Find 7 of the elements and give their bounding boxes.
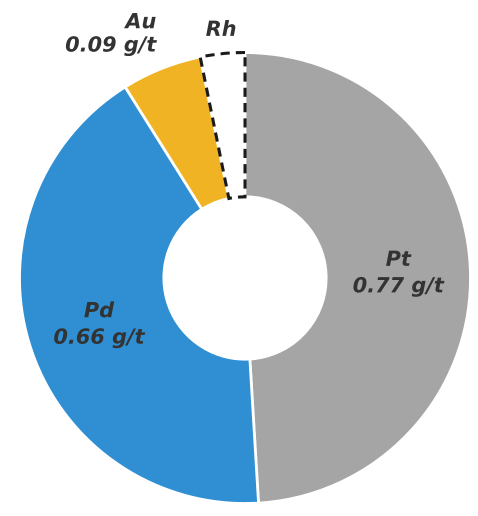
data-label: 0.77 g/t [353, 276, 444, 297]
data-label: 0.66 g/t [54, 328, 146, 348]
data-label: 0.09 g/t [66, 36, 157, 56]
slice-label: Rh [206, 20, 236, 36]
slice-label: Pd [84, 301, 114, 318]
slice-label: Au [124, 13, 156, 29]
slice-label: Pt [386, 250, 412, 266]
